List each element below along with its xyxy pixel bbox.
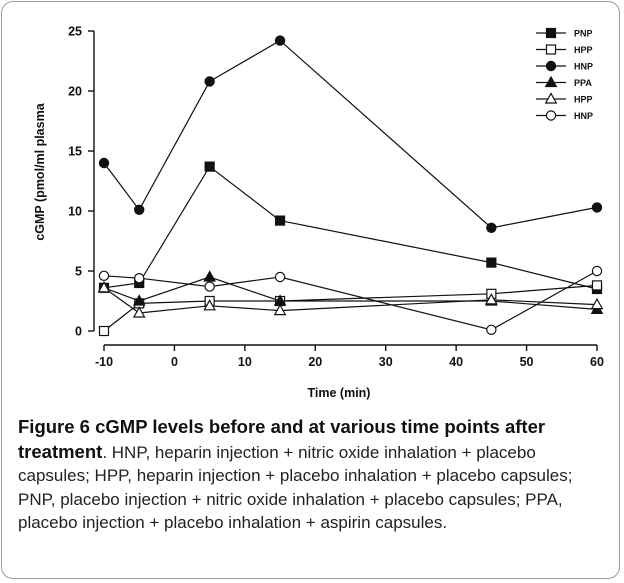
x-tick-label: 50 [520, 355, 534, 369]
series-line [103, 165, 598, 290]
figure-caption: Figure 6 cGMP levels before and at vario… [18, 415, 612, 535]
data-point [486, 257, 497, 268]
x-tick-label: 30 [379, 355, 393, 369]
legend-item: PPA [536, 75, 592, 88]
series-line [103, 284, 598, 332]
x-tick-label: 60 [590, 355, 604, 369]
legend-item: HNP [536, 110, 593, 121]
data-point [98, 325, 110, 337]
legend-item: HPP [536, 92, 593, 105]
series-0 [98, 161, 603, 295]
series-line [103, 287, 598, 314]
x-axis-label: Time (min) [308, 386, 371, 400]
y-tick-label: 5 [75, 265, 82, 279]
legend-marker [544, 92, 558, 104]
caption-lead: Figure 6 cGMP levels before and at vario… [18, 416, 546, 462]
legend-marker [545, 44, 557, 55]
legend-label: PNP [574, 29, 593, 39]
y-axis-label: cGMP (pmol/ml plasma [33, 102, 47, 240]
y-tick-label: 0 [75, 325, 82, 339]
data-point [203, 299, 216, 311]
x-tick-label: -10 [95, 355, 113, 369]
series-5 [98, 265, 603, 335]
series-4 [97, 281, 604, 318]
x-tick-label: 0 [171, 355, 178, 369]
data-point [274, 271, 286, 283]
data-point [97, 281, 111, 293]
data-point [274, 35, 286, 46]
data-point [204, 281, 215, 292]
chart-series [97, 35, 604, 337]
data-point [134, 204, 145, 215]
y-tick-label: 15 [68, 145, 82, 159]
legend-label: HNP [574, 62, 593, 72]
data-point [591, 280, 603, 291]
chart-ticks: 0 5 10 15 20 25 -10 0 10 20 30 40 50 60 [68, 25, 604, 370]
data-point [98, 270, 110, 281]
data-point [204, 161, 215, 172]
x-tick-label: 20 [308, 355, 322, 369]
legend-item: HPP [536, 44, 593, 55]
legend-item: HNP [536, 60, 593, 72]
data-point [132, 294, 146, 306]
legend-item: PNP [536, 27, 593, 39]
data-point [98, 157, 110, 169]
chart-legend: PNP HPP HNP PPA HPP HNP [536, 27, 593, 121]
legend-label: HNP [574, 111, 593, 121]
legend-label: HPP [574, 45, 593, 55]
data-point [273, 303, 287, 316]
x-tick-label: 40 [449, 355, 463, 369]
y-tick-label: 20 [68, 85, 82, 99]
legend-marker [545, 27, 557, 39]
data-point [486, 222, 497, 233]
legend-label: PPA [574, 78, 592, 88]
y-tick-label: 25 [68, 25, 82, 39]
data-point [486, 324, 497, 335]
series-line [103, 39, 598, 229]
series-2 [98, 35, 603, 233]
data-point [203, 270, 216, 282]
data-point [485, 293, 498, 305]
y-tick-label: 10 [68, 205, 82, 219]
caption-body: . HNP, heparin injection + nitric oxide … [18, 442, 573, 533]
chart-axes [93, 31, 597, 346]
legend-marker [544, 75, 558, 88]
data-point [274, 215, 286, 226]
data-point [204, 76, 215, 87]
legend-marker [545, 110, 557, 121]
legend-marker [545, 60, 557, 72]
data-point [590, 297, 604, 310]
x-tick-label: 10 [238, 355, 252, 369]
data-point [134, 273, 145, 284]
data-point [132, 306, 146, 318]
series-line [103, 270, 598, 331]
line-chart: 0 5 10 15 20 25 -10 0 10 20 30 40 50 60 PNP HPP HNP PPA H… [33, 25, 604, 401]
data-point [591, 265, 603, 277]
data-point [591, 202, 603, 213]
legend-label: HPP [574, 95, 593, 105]
series-line [103, 276, 598, 310]
